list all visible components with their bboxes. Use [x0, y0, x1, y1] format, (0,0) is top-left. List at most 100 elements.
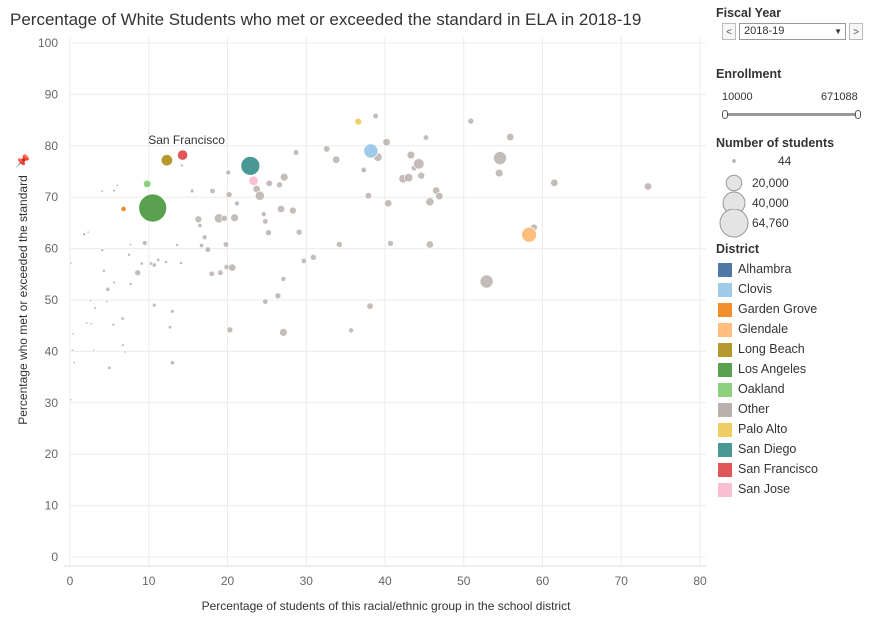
data-point-other[interactable]	[425, 197, 435, 207]
data-point-other[interactable]	[425, 240, 434, 249]
data-point-san-diego[interactable]	[240, 155, 261, 176]
data-point-oakland[interactable]	[142, 179, 152, 189]
data-point-other[interactable]	[422, 134, 430, 141]
data-point-other[interactable]	[276, 181, 283, 189]
data-point-other[interactable]	[69, 261, 73, 265]
data-point-other[interactable]	[265, 229, 272, 236]
data-point-other[interactable]	[234, 200, 240, 207]
data-point-other[interactable]	[310, 254, 317, 261]
data-point-other[interactable]	[69, 398, 73, 402]
data-point-other[interactable]	[152, 302, 157, 308]
data-point-other[interactable]	[169, 360, 175, 366]
data-point-other[interactable]	[89, 322, 93, 326]
data-point-other[interactable]	[300, 257, 307, 264]
data-point-other[interactable]	[336, 241, 343, 248]
data-point-other[interactable]	[85, 321, 89, 325]
data-point-other[interactable]	[139, 261, 144, 266]
data-point-other[interactable]	[506, 133, 515, 142]
data-point-other[interactable]	[112, 280, 116, 285]
prev-year-button[interactable]: <	[722, 23, 736, 40]
data-point-other[interactable]	[360, 166, 367, 174]
data-point-other[interactable]	[382, 138, 391, 147]
data-point-other[interactable]	[221, 214, 228, 222]
data-point-other[interactable]	[88, 299, 92, 303]
data-point-other[interactable]	[72, 361, 76, 365]
data-point-other[interactable]	[208, 270, 215, 277]
data-point-other[interactable]	[280, 172, 289, 182]
data-point-other[interactable]	[387, 240, 394, 247]
data-point-other[interactable]	[289, 206, 297, 215]
data-point-san-francisco[interactable]	[176, 149, 189, 161]
data-point-other[interactable]	[366, 302, 374, 310]
data-point-other[interactable]	[372, 112, 379, 120]
data-point-other[interactable]	[254, 190, 265, 201]
data-point-other[interactable]	[179, 261, 183, 265]
data-point-other[interactable]	[230, 213, 239, 222]
data-point-other[interactable]	[105, 300, 109, 304]
pin-icon[interactable]: 📌	[15, 154, 30, 168]
data-point-other[interactable]	[167, 325, 173, 330]
data-point-other[interactable]	[274, 292, 282, 300]
data-point-other[interactable]	[204, 246, 211, 253]
data-point-other[interactable]	[134, 269, 142, 277]
data-point-other[interactable]	[295, 228, 303, 236]
next-year-button[interactable]: >	[849, 23, 863, 40]
data-point-san-jose[interactable]	[248, 175, 259, 186]
data-point-other[interactable]	[93, 306, 97, 310]
data-point-other[interactable]	[209, 187, 216, 195]
data-point-palo-alto[interactable]	[354, 117, 363, 126]
data-point-other[interactable]	[199, 243, 204, 248]
data-point-other[interactable]	[112, 188, 116, 193]
data-point-other[interactable]	[156, 257, 161, 262]
data-point-los-angeles[interactable]	[138, 193, 168, 223]
data-point-other[interactable]	[71, 332, 75, 336]
enrollment-slider-min-handle[interactable]	[722, 110, 728, 119]
data-point-other[interactable]	[228, 263, 237, 272]
data-point-other[interactable]	[292, 149, 300, 156]
data-point-other[interactable]	[323, 145, 331, 153]
data-point-other[interactable]	[384, 199, 393, 208]
data-point-other[interactable]	[222, 241, 229, 248]
data-point-other[interactable]	[92, 348, 96, 352]
data-point-other[interactable]	[194, 215, 203, 224]
data-point-other[interactable]	[494, 168, 504, 178]
data-point-other[interactable]	[120, 316, 125, 321]
data-point-other[interactable]	[142, 240, 148, 246]
enrollment-slider-track[interactable]	[722, 113, 858, 116]
data-point-other[interactable]	[364, 192, 373, 200]
data-point-other[interactable]	[493, 151, 507, 165]
data-point-other[interactable]	[86, 230, 90, 234]
data-point-other[interactable]	[467, 117, 475, 125]
data-point-other[interactable]	[151, 262, 157, 268]
scatter-plot[interactable]: 0 10 20 30 40 50 60 70 80 90 100 0 10 20 30 40 50 60 70 80 P…	[0, 0, 712, 621]
enrollment-slider-max-handle[interactable]	[855, 110, 861, 119]
data-point-other[interactable]	[226, 326, 234, 334]
data-point-other[interactable]	[129, 242, 133, 247]
data-point-other[interactable]	[70, 348, 74, 352]
data-point-other[interactable]	[111, 322, 116, 327]
data-point-clovis[interactable]	[363, 143, 379, 159]
data-point-other[interactable]	[170, 309, 175, 314]
data-point-other[interactable]	[201, 234, 208, 241]
data-point-other[interactable]	[644, 182, 653, 191]
fiscal-year-select[interactable]: 2018-19 ▼	[739, 23, 846, 40]
data-point-other[interactable]	[100, 189, 104, 193]
data-point-other[interactable]	[277, 205, 286, 214]
data-point-other[interactable]	[332, 155, 341, 164]
data-point-other[interactable]	[225, 191, 233, 198]
data-point-other[interactable]	[348, 327, 354, 334]
data-point-other[interactable]	[127, 252, 131, 257]
data-point-other[interactable]	[279, 328, 288, 337]
data-point-other[interactable]	[105, 286, 111, 292]
data-point-other[interactable]	[280, 276, 287, 282]
data-point-glendale[interactable]	[521, 226, 538, 243]
data-point-other[interactable]	[164, 260, 168, 264]
data-point-other[interactable]	[189, 188, 195, 194]
data-point-other[interactable]	[100, 248, 105, 252]
data-point-other[interactable]	[225, 169, 232, 176]
data-point-other[interactable]	[121, 343, 125, 347]
data-point-other[interactable]	[128, 282, 133, 286]
data-point-other[interactable]	[550, 178, 559, 187]
data-point-other[interactable]	[123, 350, 127, 354]
data-point-other[interactable]	[217, 269, 224, 276]
